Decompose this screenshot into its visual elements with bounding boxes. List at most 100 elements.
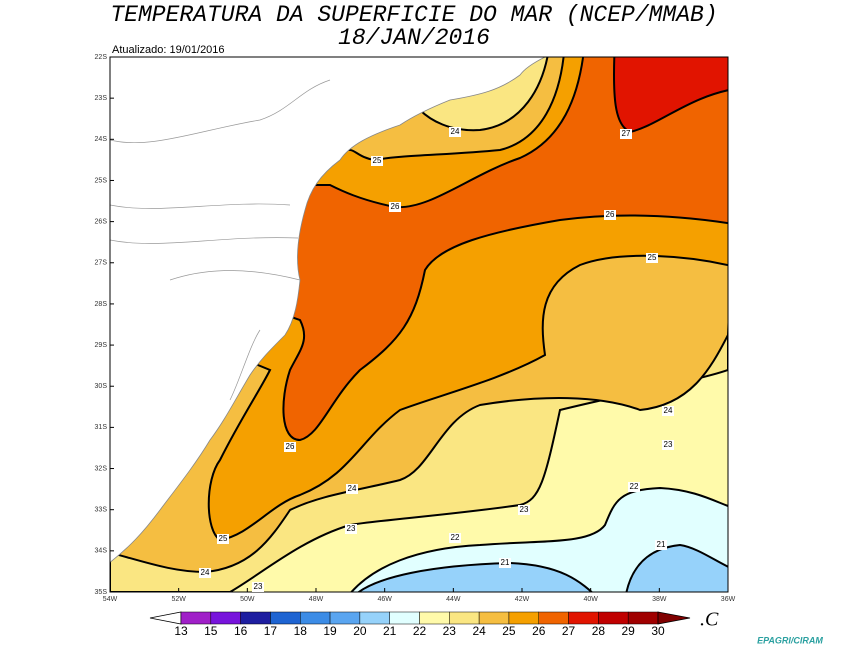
legend-box: [508, 611, 539, 625]
lat-label: 27S: [95, 260, 108, 267]
contour-label: 22: [451, 533, 460, 542]
lat-label: 34S: [95, 548, 108, 555]
legend-tick: 22: [413, 624, 427, 638]
legend-tick: 19: [323, 624, 337, 638]
legend-box: [300, 611, 331, 625]
legend-tick: 25: [502, 624, 516, 638]
contour-label: 23: [520, 505, 529, 514]
legend-box: [598, 611, 629, 625]
contour-label: 24: [201, 568, 210, 577]
lon-label: 52W: [171, 596, 186, 603]
legend-tick: 29: [622, 624, 636, 638]
legend-box: [389, 611, 420, 625]
contour-label-bg: [662, 406, 674, 416]
contour-label-bg: [345, 524, 357, 534]
contour-label: 26: [606, 210, 615, 219]
contour-label: 24: [348, 484, 357, 493]
legend-tick: 20: [353, 624, 367, 638]
lat-label: 29S: [95, 342, 108, 349]
legend-box: [538, 611, 569, 625]
land: [110, 57, 546, 563]
contour-label-bg: [628, 482, 640, 492]
legend-tick: 15: [204, 624, 218, 638]
contour-label: 23: [664, 440, 673, 449]
title: TEMPERATURA DA SUPERFICIE DO MAR (NCEP/M…: [110, 2, 717, 28]
legend-box: [627, 611, 659, 625]
contour-label: 27: [622, 129, 631, 138]
lat-label: 33S: [95, 507, 108, 514]
legend-box: [568, 611, 599, 625]
lat-label: 35S: [95, 589, 108, 596]
legend-tick: 17: [264, 624, 278, 638]
contour-label: 21: [501, 558, 510, 567]
lon-label: 50W: [240, 596, 255, 603]
legend-low-arrow: [149, 611, 182, 625]
contour-label-bg: [217, 534, 229, 544]
contour-label-bg: [655, 540, 667, 550]
contour-label-bg: [662, 440, 674, 450]
legend-box: [180, 611, 212, 625]
updated: Atualizado: 19/01/2016: [112, 44, 225, 56]
contour-label-bg: [371, 156, 383, 166]
contour-label: 26: [391, 202, 400, 211]
contour-label: 26: [286, 442, 295, 451]
lon-label: 46W: [377, 596, 392, 603]
legend-box: [240, 611, 271, 625]
contour-label-bg: [252, 582, 264, 592]
date: 18/JAN/2016: [338, 25, 490, 51]
lon-label: 42W: [515, 596, 530, 603]
legend-tick: 16: [234, 624, 248, 638]
legend-box: [419, 611, 450, 625]
legend-box: [270, 611, 301, 625]
lon-label: 44W: [446, 596, 461, 603]
contour-label-bg: [346, 484, 358, 494]
contour-label-bg: [199, 568, 211, 578]
legend-box: [478, 611, 510, 625]
contour-label: 21: [657, 540, 666, 549]
contour-label-bg: [518, 505, 530, 515]
contour-label-bg: [604, 210, 616, 220]
lon-label: 54W: [103, 596, 118, 603]
lat-label: 30S: [95, 383, 108, 390]
lat-label: 32S: [95, 465, 108, 472]
legend-box: [359, 611, 390, 625]
unit: .C: [700, 609, 719, 631]
contour-label: 23: [347, 524, 356, 533]
region-21-22: [350, 486, 728, 592]
lon-label: 48W: [309, 596, 324, 603]
legend-high-arrow: [657, 611, 691, 625]
legend-tick: 26: [532, 624, 546, 638]
contour-label: 23: [254, 582, 263, 591]
contour-label-bg: [389, 202, 401, 212]
legend-tick: 13: [174, 624, 188, 638]
legend-tick: 28: [592, 624, 606, 638]
legend-box: [329, 611, 361, 625]
lat-label: 31S: [95, 424, 108, 431]
lat-label: 22S: [95, 54, 108, 61]
lon-label: 36W: [721, 596, 736, 603]
lat-label: 26S: [95, 218, 108, 225]
legend-box: [210, 611, 241, 625]
contour-label-bg: [284, 442, 296, 452]
legend-tick: 18: [294, 624, 308, 638]
contour-label: 25: [219, 534, 228, 543]
sst-field: [110, 57, 728, 592]
contour-label: 22: [630, 482, 639, 491]
legend-tick: 27: [562, 624, 576, 638]
contour-label: 25: [648, 253, 657, 262]
legend-tick: 21: [383, 624, 397, 638]
lat-label: 28S: [95, 301, 108, 308]
plot-frame: [109, 56, 729, 593]
lat-label: 23S: [95, 95, 108, 102]
contour-label-bg: [620, 129, 632, 139]
lat-label: 24S: [95, 136, 108, 143]
legend-tick: 23: [443, 624, 457, 638]
contour-label-bg: [449, 533, 461, 543]
credit: EPAGRI/CIRAM: [757, 635, 823, 645]
contour-label: 24: [664, 406, 673, 415]
contour-label: 25: [373, 156, 382, 165]
legend-box: [449, 611, 480, 625]
legend-tick: 30: [651, 624, 665, 638]
contour-label-bg: [499, 558, 511, 568]
